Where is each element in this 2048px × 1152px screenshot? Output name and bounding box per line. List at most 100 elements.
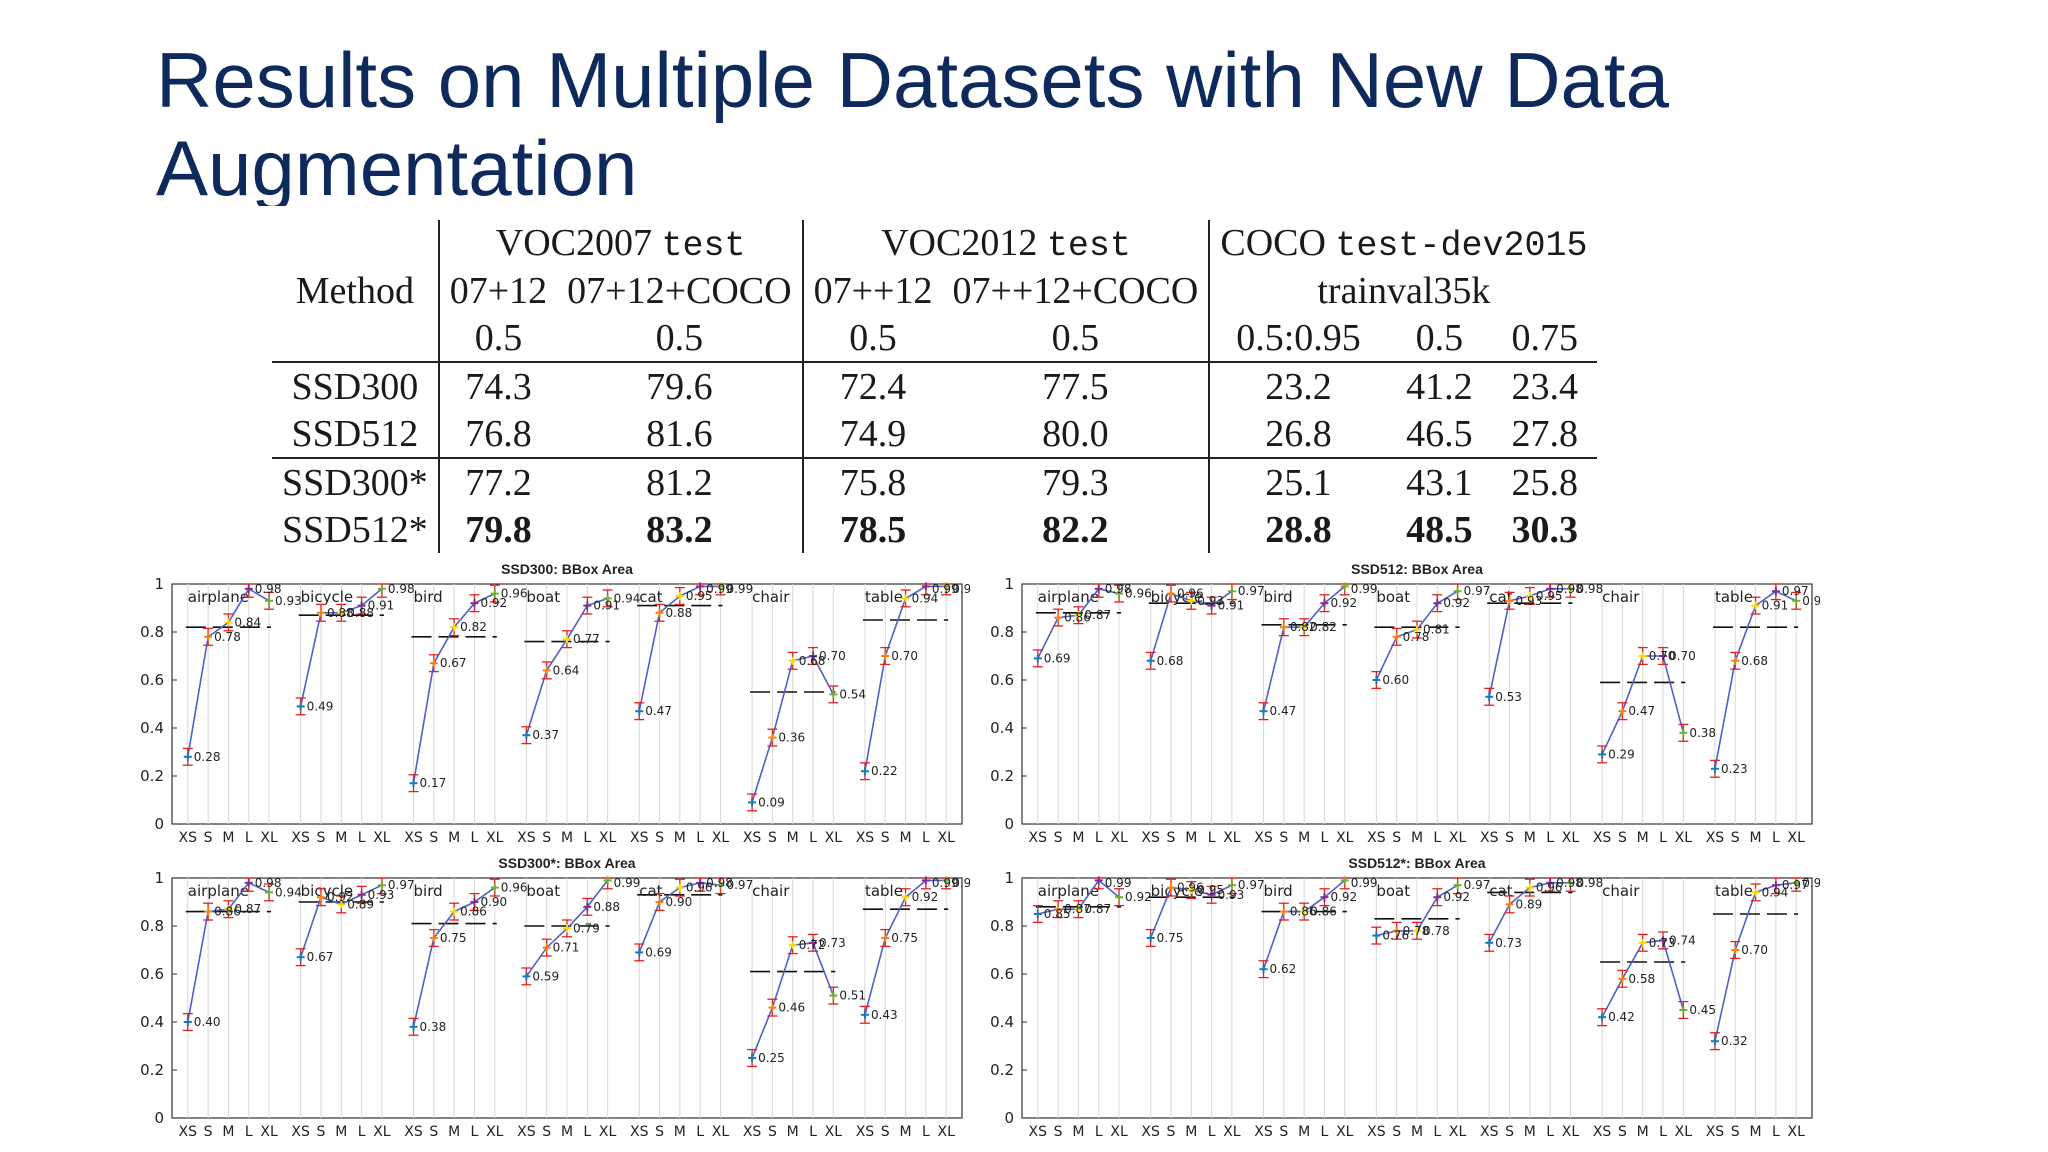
value-cell: 72.4 xyxy=(839,365,907,408)
value-label: 0.47 xyxy=(1270,704,1297,718)
table-header-row: 0.5 0.5 0.5 0.5 0.5:0.95 0.5 0.75 xyxy=(272,314,1598,363)
x-tick-label: M xyxy=(674,830,686,846)
value-label: 0.98 xyxy=(1556,582,1583,596)
value-label: 0.97 xyxy=(1782,584,1809,598)
value-label: 0.51 xyxy=(839,989,866,1003)
x-tick-label: XS xyxy=(1367,830,1386,846)
value-label: 0.86 xyxy=(1290,905,1317,919)
x-tick-label: M xyxy=(1185,830,1197,846)
x-tick-label: S xyxy=(881,830,890,846)
value-cell: 28.8 xyxy=(1265,508,1332,551)
y-tick-label: 0 xyxy=(1004,815,1014,833)
category-label: bird xyxy=(1264,882,1293,900)
value-cell: 77.5 xyxy=(942,362,1211,410)
x-tick-label: S xyxy=(429,830,438,846)
value-label: 0.92 xyxy=(327,890,354,904)
x-tick-label: XS xyxy=(1141,1124,1160,1140)
category-label: airplane xyxy=(188,588,249,606)
x-tick-label: L xyxy=(1659,830,1667,846)
x-tick-label: XL xyxy=(1223,1124,1241,1140)
x-tick-label: S xyxy=(204,830,213,846)
category-label: chair xyxy=(752,882,790,900)
x-tick-label: XS xyxy=(1706,830,1725,846)
x-tick-label: M xyxy=(787,830,799,846)
value-label: 0.91 xyxy=(593,599,620,613)
value-label: 0.47 xyxy=(1628,704,1655,718)
x-tick-label: S xyxy=(768,830,777,846)
category-label: bird xyxy=(414,588,443,606)
value-label: 0.92 xyxy=(912,890,939,904)
y-tick-label: 0.6 xyxy=(990,671,1014,689)
x-tick-label: L xyxy=(583,1124,591,1140)
x-tick-label: XS xyxy=(291,1124,310,1140)
value-cell: 30.3 xyxy=(1511,508,1579,551)
value-label: 0.69 xyxy=(645,945,672,959)
x-tick-label: S xyxy=(542,1124,551,1140)
value-label: 0.87 xyxy=(1084,608,1111,622)
value-cell: 81.6 xyxy=(557,410,804,459)
x-tick-label: XL xyxy=(1675,1124,1693,1140)
x-tick-label: S xyxy=(1279,1124,1288,1140)
x-tick-label: XS xyxy=(1593,830,1612,846)
value-label: 0.86 xyxy=(460,905,487,919)
x-tick-label: M xyxy=(335,830,347,846)
table-row: SSD300 74.3 79.6 72.4 77.5 23.2 41.2 23.… xyxy=(272,362,1597,410)
col-header: 07+12 xyxy=(449,269,548,312)
value-label: 0.82 xyxy=(460,620,487,634)
value-label: 0.96 xyxy=(1177,881,1204,895)
x-tick-label: XS xyxy=(1367,1124,1386,1140)
x-tick-label: XL xyxy=(1675,830,1693,846)
value-label: 0.93 xyxy=(1802,594,1820,608)
x-tick-label: L xyxy=(1546,830,1554,846)
x-tick-label: M xyxy=(1750,1124,1762,1140)
value-label: 0.88 xyxy=(347,606,374,620)
value-label: 0.93 xyxy=(368,888,395,902)
value-label: 0.98 xyxy=(1802,876,1820,890)
value-label: 0.91 xyxy=(1218,599,1245,613)
value-cell: 79.6 xyxy=(557,362,804,410)
value-cell: 23.2 xyxy=(1265,365,1332,408)
x-tick-label: XL xyxy=(712,830,730,846)
x-tick-label: XS xyxy=(743,1124,762,1140)
x-tick-label: M xyxy=(448,1124,460,1140)
method-header-empty xyxy=(272,314,440,363)
x-tick-label: L xyxy=(809,1124,817,1140)
chart-title: SSD512: BBox Area xyxy=(1351,561,1483,577)
x-tick-label: XS xyxy=(1029,1124,1048,1140)
x-tick-label: S xyxy=(881,1124,890,1140)
x-tick-label: L xyxy=(471,1124,479,1140)
value-cell: 25.8 xyxy=(1511,461,1579,504)
category-label: table xyxy=(865,882,903,900)
value-label: 0.32 xyxy=(1721,1034,1748,1048)
value-label: 0.82 xyxy=(1310,620,1337,634)
voc2012-split: test xyxy=(1046,226,1131,266)
value-label: 0.91 xyxy=(368,599,395,613)
y-tick-label: 1 xyxy=(154,575,164,593)
x-tick-label: S xyxy=(1167,830,1176,846)
value-label: 0.96 xyxy=(501,587,528,601)
x-tick-label: S xyxy=(1054,830,1063,846)
x-tick-label: L xyxy=(245,830,253,846)
chart-title: SSD300*: BBox Area xyxy=(498,855,635,871)
y-tick-label: 0.8 xyxy=(140,623,164,641)
x-tick-label: XL xyxy=(825,830,843,846)
value-cell: 76.8 xyxy=(438,410,558,459)
value-cell: 41.2 xyxy=(1406,365,1473,408)
value-label: 0.70 xyxy=(1741,943,1768,957)
value-label: 0.97 xyxy=(1782,878,1809,892)
x-tick-label: L xyxy=(1095,1124,1103,1140)
value-cell: 75.8 xyxy=(839,461,907,504)
value-label: 0.76 xyxy=(1382,929,1409,943)
value-label: 0.99 xyxy=(932,876,959,890)
value-label: 0.70 xyxy=(891,649,918,663)
x-tick-label: XL xyxy=(486,830,504,846)
value-label: 0.73 xyxy=(1649,936,1676,950)
x-tick-label: L xyxy=(1772,1124,1780,1140)
chart-title: SSD300: BBox Area xyxy=(501,561,633,577)
value-label: 0.72 xyxy=(799,938,826,952)
x-tick-label: M xyxy=(1411,830,1423,846)
value-label: 0.77 xyxy=(573,632,600,646)
value-label: 0.68 xyxy=(1157,654,1184,668)
x-tick-label: XS xyxy=(1141,830,1160,846)
x-tick-label: XL xyxy=(1788,830,1806,846)
